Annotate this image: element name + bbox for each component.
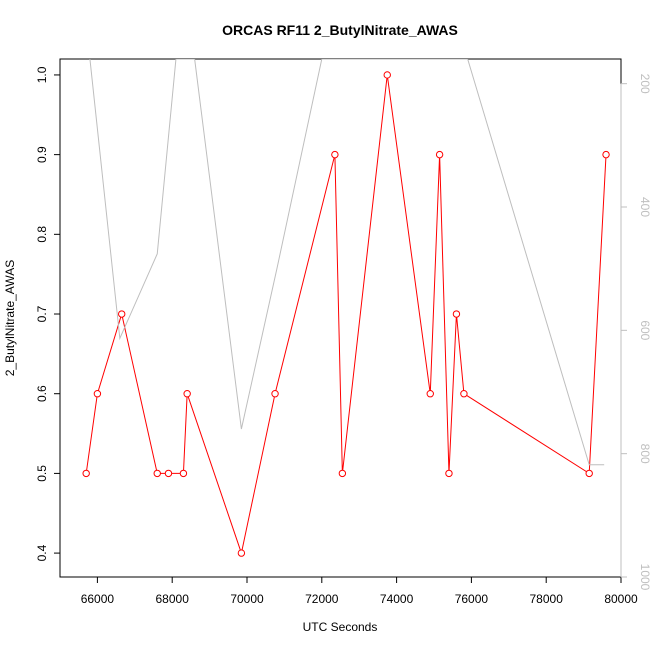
x-tick-label: 76000	[455, 592, 489, 606]
y-tick-label: 0.6	[35, 385, 49, 402]
y-tick-label: 1.0	[35, 66, 49, 83]
data-point	[445, 469, 453, 478]
x-axis-label: UTC Seconds	[303, 620, 378, 634]
data-point	[179, 469, 188, 478]
y-axis-left: 0.4 0.5 0.6 0.7 0.8 0.9 1.0	[35, 66, 61, 561]
gray-series-line	[89, 59, 605, 466]
y-axis-label: 2_ButylNitrate_AWAS	[3, 260, 17, 377]
plot-area-frame	[59, 58, 622, 578]
x-tick-label: 72000	[305, 592, 339, 606]
data-point	[331, 150, 339, 159]
y-axis-right: 200 400 600 800 1000	[620, 74, 650, 591]
data-point	[237, 549, 246, 557]
y-right-tick-label: 600	[638, 320, 650, 340]
data-point	[452, 310, 461, 318]
y-tick-label: 0.5	[35, 465, 49, 482]
data-point	[338, 469, 347, 478]
y-tick-label: 0.8	[35, 226, 49, 243]
data-point	[153, 469, 161, 478]
y-tick-label: 0.9	[35, 146, 49, 163]
data-point	[118, 310, 126, 318]
x-tick-label: 78000	[530, 592, 564, 606]
x-tick-label: 68000	[156, 592, 190, 606]
y-right-tick-label: 200	[638, 74, 650, 94]
data-point	[435, 150, 444, 159]
x-tick-label: 66000	[81, 592, 115, 606]
data-point	[271, 390, 279, 398]
data-point	[383, 71, 391, 79]
data-point	[164, 469, 173, 478]
data-point	[585, 469, 593, 478]
x-tick-label: 70000	[230, 592, 264, 606]
data-point	[82, 469, 90, 478]
y-right-tick-label: 800	[638, 444, 650, 464]
x-tick-label: 74000	[380, 592, 414, 606]
data-point	[426, 390, 434, 398]
x-tick-label: 80000	[604, 592, 638, 606]
y-tick-label: 0.7	[35, 305, 49, 322]
data-point	[602, 150, 610, 159]
y-right-tick-label: 1000	[638, 564, 650, 591]
chart-title: ORCAS RF11 2_ButylNitrate_AWAS	[222, 22, 458, 38]
red-series-line	[85, 74, 607, 555]
y-right-tick-label: 400	[638, 197, 650, 217]
data-point	[93, 390, 102, 398]
x-axis: 66000 68000 70000 72000 74000 76000 78000 80000	[81, 576, 638, 606]
data-point	[460, 390, 468, 398]
series-layer	[82, 59, 610, 557]
y-tick-label: 0.4	[35, 544, 49, 561]
data-point	[183, 390, 191, 398]
